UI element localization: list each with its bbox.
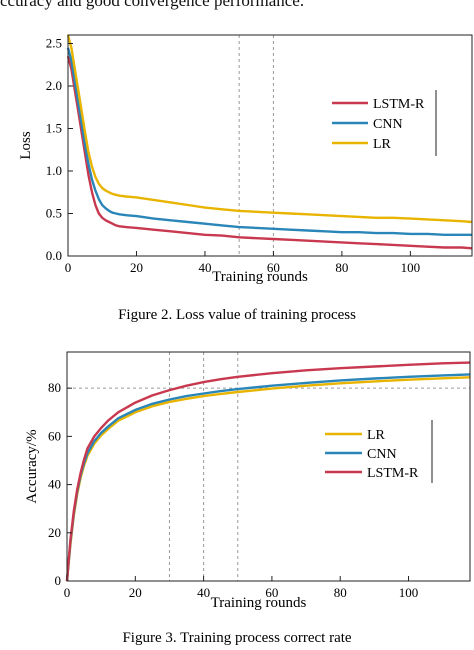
chart2-caption: Figure 2. Loss value of training process xyxy=(118,307,356,323)
chart3-ytick-label-3: 60 xyxy=(48,428,61,443)
chart2-series-lstm-r xyxy=(66,55,473,250)
chart2-xtick-label-4: 80 xyxy=(335,260,348,275)
chart2-ytick-label-3: 1.5 xyxy=(46,121,62,136)
chart3-xtick-label-3: 60 xyxy=(265,585,278,600)
chart3-ytick-label-2: 40 xyxy=(48,477,61,492)
chart3-legend-label-0: LR xyxy=(367,428,386,443)
chart3-xtick-label-0: 0 xyxy=(64,585,71,600)
chart3-ytick-label-4: 80 xyxy=(48,380,61,395)
chart2-ytick-label-0: 0.0 xyxy=(46,248,62,263)
chart3-xtick-label-1: 20 xyxy=(129,585,142,600)
chart3-x-axis-label: Training rounds xyxy=(211,595,307,611)
chart2-y-axis-label: Loss xyxy=(18,131,34,160)
chart2-legend-label-1: CNN xyxy=(373,117,403,132)
chart2-xtick-label-5: 100 xyxy=(401,260,421,275)
chart2-series-cnn xyxy=(66,47,472,236)
chart2-xtick-label-3: 60 xyxy=(267,260,280,275)
intro-text: ccuracy and good convergence performance… xyxy=(0,0,305,10)
chart2-ytick-label-5: 2.5 xyxy=(46,36,62,51)
chart3-plot-frame xyxy=(66,351,471,582)
chart2-legend-label-2: LR xyxy=(373,137,392,152)
chart2-ytick-label-2: 1.0 xyxy=(46,163,62,178)
chart3-xtick-label-4: 80 xyxy=(334,585,347,600)
chart3-y-axis-label: Accuracy/% xyxy=(24,429,40,503)
chart2-ytick-label-4: 2.0 xyxy=(46,78,62,93)
chart3-legend-label-2: LSTM-R xyxy=(367,466,419,481)
chart2-xtick-label-1: 20 xyxy=(130,260,143,275)
chart2-plot-frame xyxy=(67,34,473,257)
chart3-ytick-label-1: 20 xyxy=(48,525,61,540)
chart3-xtick-label-5: 100 xyxy=(399,585,419,600)
chart2-ytick-label-1: 0.5 xyxy=(46,206,62,221)
chart2-x-axis-label: Training rounds xyxy=(212,269,308,285)
chart3-series-lstm-r xyxy=(65,361,471,582)
chart3-xtick-label-2: 40 xyxy=(197,585,210,600)
chart3-caption: Figure 3. Training process correct rate xyxy=(122,630,351,646)
chart2-xtick-label-2: 40 xyxy=(198,260,211,275)
chart2-series-lr xyxy=(66,34,473,224)
chart3-ytick-label-0: 0 xyxy=(55,573,62,588)
chart2-legend-label-0: LSTM-R xyxy=(373,97,425,112)
chart3-legend-label-1: CNN xyxy=(367,447,397,462)
chart2-xtick-label-0: 0 xyxy=(65,260,72,275)
